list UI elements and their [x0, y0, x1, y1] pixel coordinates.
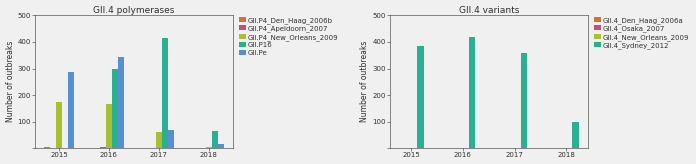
Legend: GII.4_Den_Haag_2006a, GII.4_Osaka_2007, GII.4_New_Orleans_2009, GII.4_Sydney_201: GII.4_Den_Haag_2006a, GII.4_Osaka_2007, …: [593, 16, 690, 50]
Y-axis label: Number of outbreaks: Number of outbreaks: [6, 41, 15, 123]
Bar: [206, 147, 212, 148]
Bar: [56, 102, 62, 148]
Title: GII.4 variants: GII.4 variants: [459, 6, 519, 15]
Bar: [44, 147, 50, 148]
Bar: [106, 104, 112, 148]
Bar: [418, 46, 424, 148]
Y-axis label: Number of outbreaks: Number of outbreaks: [361, 41, 370, 123]
Bar: [572, 122, 578, 148]
Legend: GII.P4_Den_Haag_2006b, GII.P4_Apeldoorn_2007, GII.P4_New_Orleans_2009, GII.P16, : GII.P4_Den_Haag_2006b, GII.P4_Apeldoorn_…: [238, 16, 339, 57]
Bar: [68, 72, 74, 148]
Bar: [521, 52, 527, 148]
Title: GII.4 polymerases: GII.4 polymerases: [93, 6, 175, 15]
Bar: [100, 147, 106, 148]
Bar: [156, 132, 161, 148]
Bar: [212, 131, 218, 148]
Bar: [469, 37, 475, 148]
Bar: [218, 144, 223, 148]
Bar: [118, 57, 124, 148]
Bar: [168, 130, 174, 148]
Bar: [161, 38, 168, 148]
Bar: [112, 69, 118, 148]
